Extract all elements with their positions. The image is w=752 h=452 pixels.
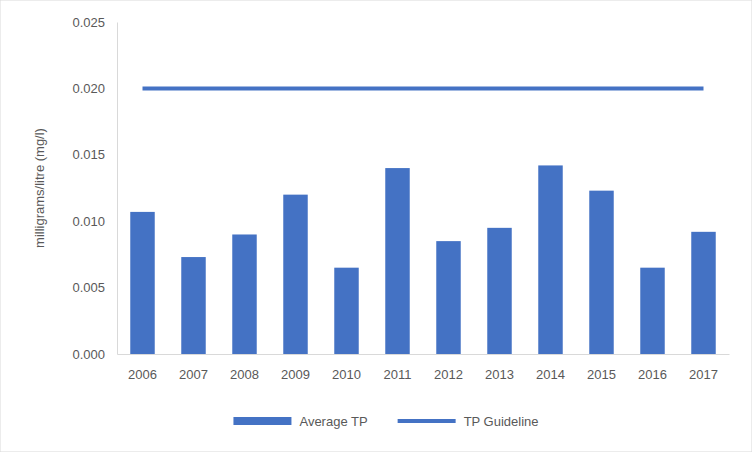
x-tick-label: 2007 xyxy=(179,367,208,382)
bar xyxy=(334,268,358,354)
x-tick: 2011 xyxy=(384,354,412,382)
x-axis: 2006 2007 2008 2009 2010 2011 2012 2013 2014 2015… xyxy=(118,354,730,382)
x-tick-label: 2008 xyxy=(230,367,259,382)
x-tick: 2014 xyxy=(536,354,565,382)
bar xyxy=(487,228,511,354)
bar xyxy=(385,168,409,354)
chart: 0.0000.0050.0100.0150.0200.0252006200720… xyxy=(0,0,752,452)
bar xyxy=(232,234,256,354)
x-tick: 2015 xyxy=(587,354,616,382)
y-tick: 0.005 xyxy=(72,280,117,295)
y-tick-label: 0.025 xyxy=(72,15,105,30)
y-tick: 0.020 xyxy=(72,81,117,96)
background xyxy=(0,0,752,452)
x-tick-label: 2014 xyxy=(536,367,565,382)
y-tick-label: 0.005 xyxy=(72,280,105,295)
x-tick-label: 2012 xyxy=(434,367,463,382)
x-tick-label: 2015 xyxy=(587,367,616,382)
x-tick-label: 2011 xyxy=(384,367,412,382)
x-tick-label: 2009 xyxy=(281,367,310,382)
x-tick: 2008 xyxy=(230,354,259,382)
legend-label: Average TP xyxy=(299,414,367,429)
y-axis-line xyxy=(117,23,118,355)
legend-item: Average TP xyxy=(233,414,367,429)
bar xyxy=(691,232,715,354)
y-tick: 0.025 xyxy=(72,15,117,30)
bar xyxy=(538,165,562,354)
x-tick-label: 2017 xyxy=(689,367,718,382)
x-tick: 2007 xyxy=(179,354,208,382)
x-tick-label: 2013 xyxy=(485,367,514,382)
x-axis-line xyxy=(118,354,730,355)
x-tick: 2012 xyxy=(434,354,463,382)
y-tick-label: 0.020 xyxy=(72,81,105,96)
bar xyxy=(589,191,613,354)
y-tick-label: 0.000 xyxy=(72,347,105,362)
legend-swatch xyxy=(233,417,291,425)
x-tick: 2010 xyxy=(332,354,361,382)
x-tick-label: 2010 xyxy=(332,367,361,382)
line xyxy=(143,86,704,90)
x-tick: 2016 xyxy=(638,354,667,382)
x-tick: 2006 xyxy=(128,354,157,382)
plot-area xyxy=(130,88,715,354)
y-axis-title: milligrams/litre (mg/l) xyxy=(32,128,47,248)
x-tick: 2013 xyxy=(485,354,514,382)
legend-label: TP Guideline xyxy=(464,414,539,429)
y-tick: 0.015 xyxy=(72,147,117,162)
bar xyxy=(283,195,307,354)
y-tick-label: 0.010 xyxy=(72,214,105,229)
bar xyxy=(640,268,664,354)
legend-swatch xyxy=(398,419,456,423)
x-tick: 2009 xyxy=(281,354,310,382)
x-tick: 2017 xyxy=(689,354,718,382)
legend: Average TP TP Guideline xyxy=(233,414,538,429)
y-axis: 0.000 0.005 0.010 0.015 0.020 0.025 xyxy=(72,15,117,362)
x-tick-label: 2006 xyxy=(128,367,157,382)
bar xyxy=(181,257,205,354)
y-tick: 0.000 xyxy=(72,347,117,362)
bar xyxy=(130,212,154,354)
x-tick-label: 2016 xyxy=(638,367,667,382)
y-tick: 0.010 xyxy=(72,214,117,229)
bar xyxy=(436,241,460,354)
bar-series xyxy=(130,165,715,354)
y-tick-label: 0.015 xyxy=(72,147,105,162)
legend-item: TP Guideline xyxy=(398,414,539,429)
